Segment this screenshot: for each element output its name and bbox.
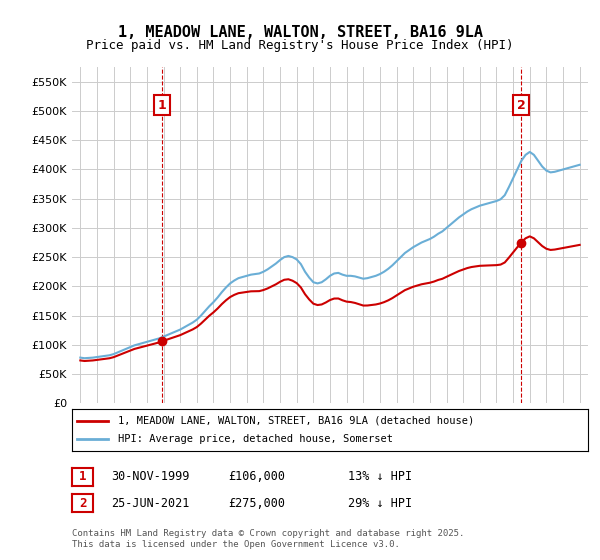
Text: 13% ↓ HPI: 13% ↓ HPI [348,470,412,483]
Text: £106,000: £106,000 [228,470,285,483]
Text: £275,000: £275,000 [228,497,285,510]
Text: 1, MEADOW LANE, WALTON, STREET, BA16 9LA: 1, MEADOW LANE, WALTON, STREET, BA16 9LA [118,25,482,40]
Text: 2: 2 [517,99,526,111]
Text: 1, MEADOW LANE, WALTON, STREET, BA16 9LA (detached house): 1, MEADOW LANE, WALTON, STREET, BA16 9LA… [118,416,475,426]
Text: Contains HM Land Registry data © Crown copyright and database right 2025.
This d: Contains HM Land Registry data © Crown c… [72,529,464,549]
Text: 29% ↓ HPI: 29% ↓ HPI [348,497,412,510]
Text: 1: 1 [79,470,86,483]
Text: 25-JUN-2021: 25-JUN-2021 [111,497,190,510]
Text: 1: 1 [158,99,167,111]
Text: HPI: Average price, detached house, Somerset: HPI: Average price, detached house, Some… [118,434,394,444]
Text: 30-NOV-1999: 30-NOV-1999 [111,470,190,483]
Text: 2: 2 [79,497,86,510]
Text: Price paid vs. HM Land Registry's House Price Index (HPI): Price paid vs. HM Land Registry's House … [86,39,514,52]
